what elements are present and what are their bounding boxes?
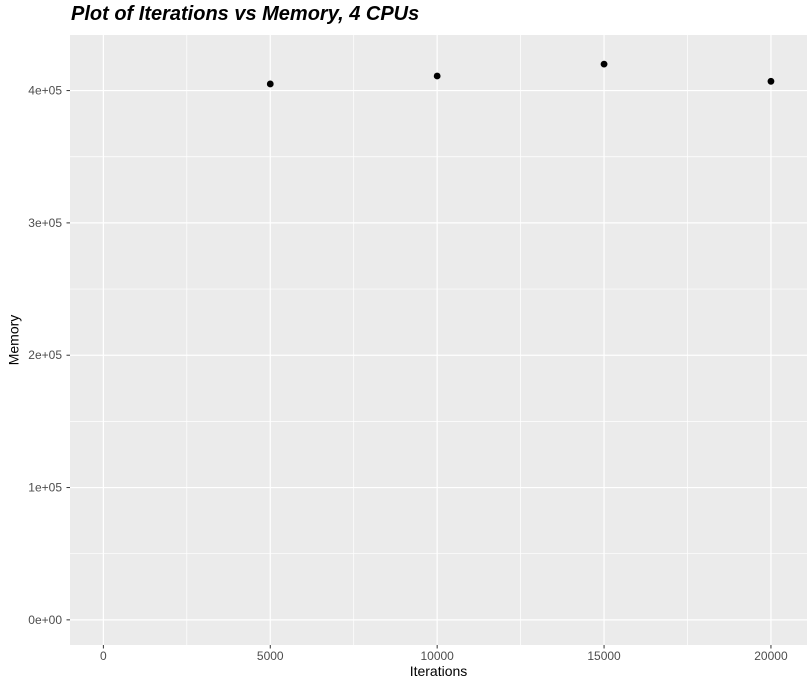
data-point bbox=[600, 60, 608, 68]
chart-title: Plot of Iterations vs Memory, 4 CPUs bbox=[71, 3, 420, 25]
data-point bbox=[767, 77, 775, 85]
y-tick-label: 1e+05 bbox=[28, 481, 62, 495]
x-tick-label: 15000 bbox=[587, 649, 621, 663]
y-tick-label: 4e+05 bbox=[28, 84, 62, 98]
x-tick-label: 0 bbox=[100, 649, 107, 663]
y-tick-label: 2e+05 bbox=[28, 348, 62, 362]
x-tick-label: 5000 bbox=[257, 649, 284, 663]
y-tick-label: 0e+00 bbox=[28, 613, 62, 627]
data-point bbox=[433, 72, 441, 80]
x-tick-label: 20000 bbox=[754, 649, 788, 663]
x-axis-title: Iterations bbox=[409, 663, 468, 679]
plot-panel bbox=[70, 35, 807, 645]
data-point bbox=[266, 80, 274, 88]
y-tick-label: 3e+05 bbox=[28, 216, 62, 230]
x-tick-label: 10000 bbox=[420, 649, 454, 663]
